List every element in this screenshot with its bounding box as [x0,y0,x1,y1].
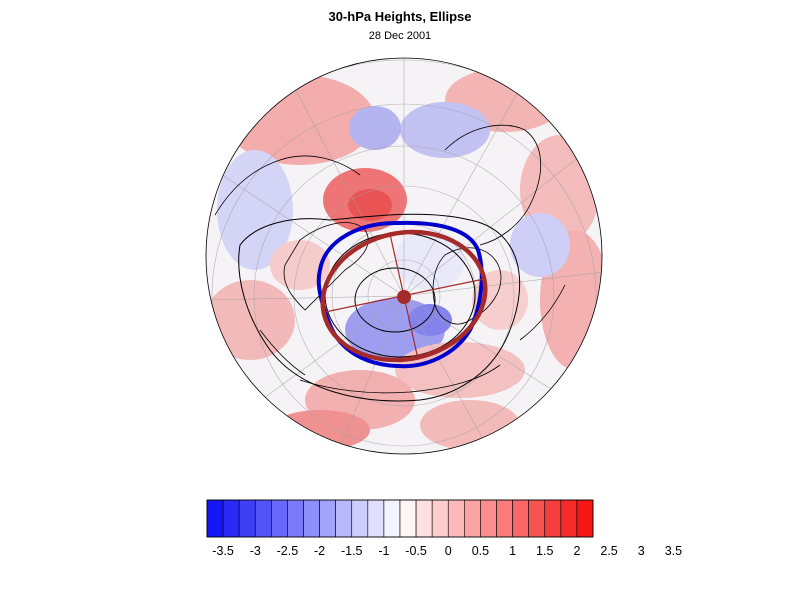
colorbar-box [383,499,401,538]
ellipse-center-marker [397,290,411,304]
colorbar-tick-label: -2.5 [277,544,299,558]
colorbar-box [480,499,497,538]
colorbar-tick-label: -3 [250,544,261,558]
colorbar-box [206,499,224,538]
map-title: 30-hPa Heights, Ellipse [328,9,472,24]
colorbar-tick-label: 1 [509,544,516,558]
colorbar-box [238,499,256,538]
colorbar-box [576,499,594,538]
colorbar-frame [206,499,594,538]
colorbar-boxes [206,499,594,538]
coastlines [214,124,566,394]
colorbar-box [351,499,369,538]
colorbar-labels: -3.5 -3 -2.5 -2 -1.5 -1 -0.5 0 0.5 1 1.5 2 2.5 3 3.5 [212,544,682,558]
colorbar-tick-label: 3.5 [665,544,682,558]
colorbar-tick-label: 3 [638,544,645,558]
colorbar-tick-label: -0.5 [405,544,427,558]
colorbar-box [496,499,513,538]
colorbar-box [431,499,449,538]
colorbar-tick-label: 1.5 [536,544,553,558]
colorbar-box [560,499,578,538]
graticule [206,58,602,454]
colorbar-box [447,499,465,538]
colorbar-box [512,499,529,538]
anomaly-field [206,68,602,450]
colorbar-box [271,499,288,538]
colorbar-box [335,499,353,538]
colorbar-box [222,499,240,538]
colorbar-tick-label: -1 [378,544,389,558]
colorbar-box [415,499,433,538]
map-boundary [205,57,603,455]
colorbar-tick-label: 2.5 [600,544,617,558]
colorbar-tick-label: -1.5 [341,544,363,558]
colorbar-tick-label: 2 [573,544,580,558]
colorbar-box [528,499,546,538]
colorbar-tick-label: 0.5 [472,544,489,558]
colorbar-box [254,499,272,538]
colorbar-box [464,499,481,538]
map-date: 28 Dec 2001 [368,30,432,42]
colorbar-box [544,499,562,538]
colorbar-box [303,499,320,538]
colorbar-box [399,499,417,538]
colorbar-tick-label: -3.5 [212,544,234,558]
colorbar-box [287,499,304,538]
colorbar-box [319,499,336,538]
colorbar-box [367,499,385,538]
colorbar-tick-label: -2 [314,544,325,558]
colorbar-tick-label: 0 [445,544,452,558]
